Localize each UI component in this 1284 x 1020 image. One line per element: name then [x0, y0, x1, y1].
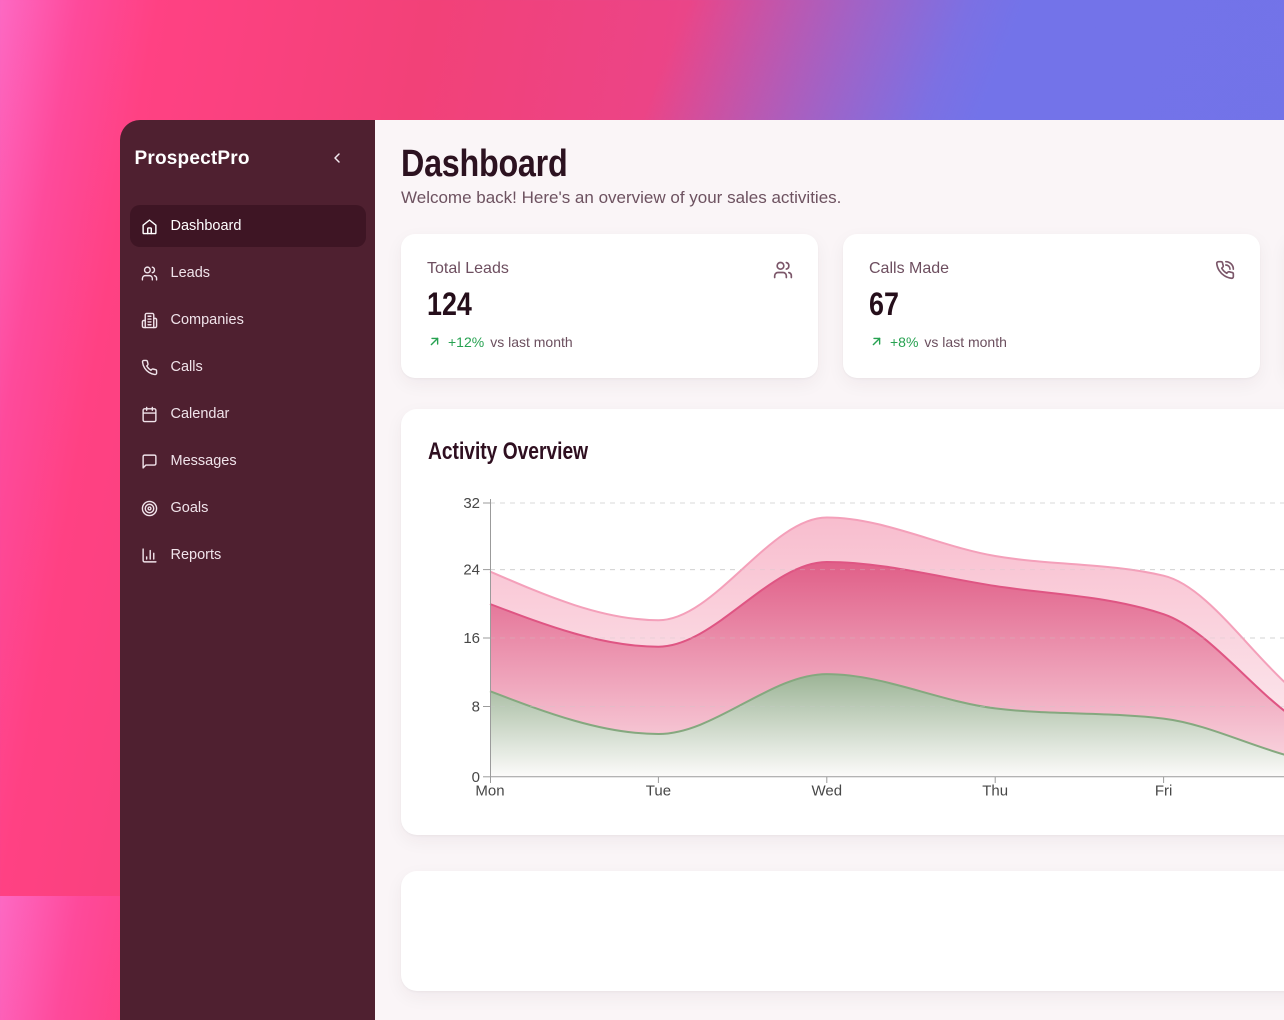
svg-text:0: 0	[472, 769, 480, 786]
svg-text:24: 24	[463, 562, 480, 579]
svg-text:8: 8	[472, 699, 480, 716]
svg-text:Mon: Mon	[475, 782, 504, 799]
svg-text:Fri: Fri	[1155, 782, 1173, 799]
svg-text:16: 16	[463, 630, 480, 647]
svg-text:Wed: Wed	[812, 782, 843, 799]
svg-text:32: 32	[463, 495, 480, 512]
svg-text:Tue: Tue	[646, 782, 671, 799]
svg-text:Thu: Thu	[982, 782, 1008, 799]
